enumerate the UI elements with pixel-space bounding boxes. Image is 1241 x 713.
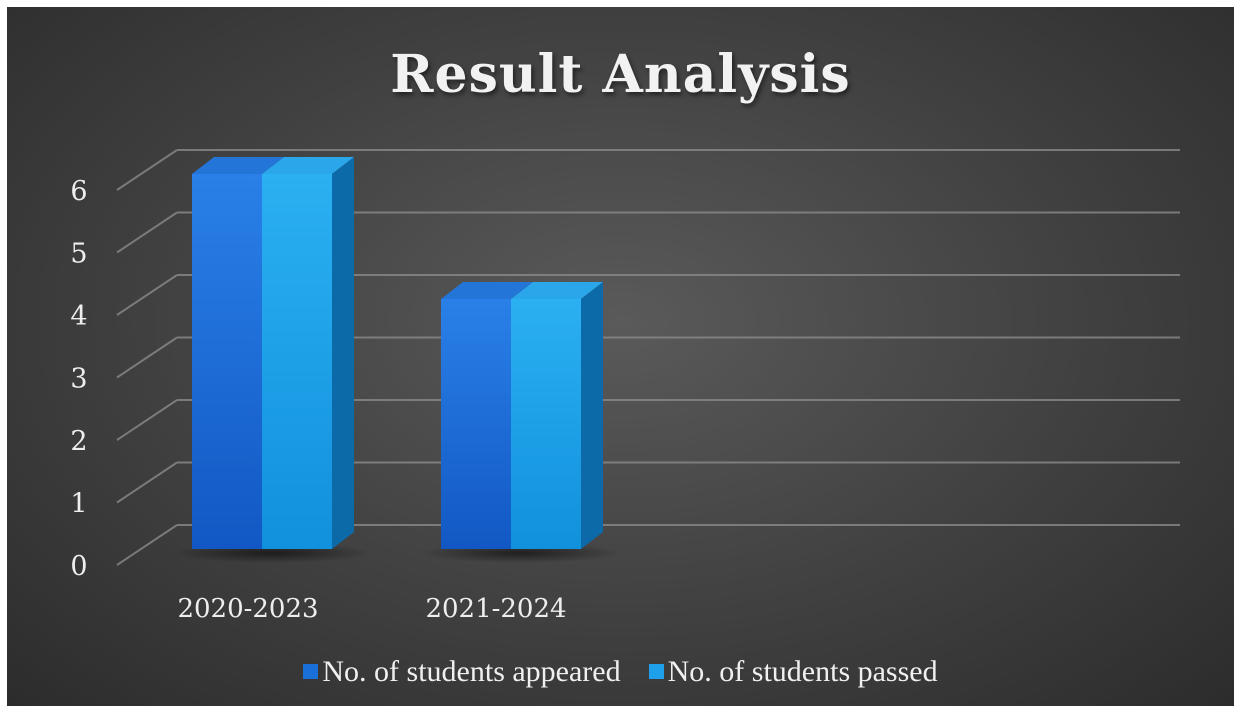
y-tick-label: 6	[70, 176, 87, 207]
chart-frame: Result Analysis 0 1 2 3 4 5 6 2020-2023 2021-20…	[7, 7, 1234, 706]
bars	[172, 157, 621, 563]
legend-item: No. of students appeared	[303, 654, 621, 689]
y-tick-label: 0	[70, 551, 87, 582]
bar-front	[511, 299, 581, 549]
legend-swatch	[648, 664, 664, 679]
y-tick-label: 2	[70, 426, 87, 457]
y-tick-label: 3	[70, 364, 87, 395]
bar-top	[262, 157, 354, 174]
legend-swatch	[303, 664, 319, 679]
x-tick-label: 2021-2024	[425, 594, 566, 624]
legend-label: No. of students passed	[667, 654, 938, 688]
bar-top	[192, 157, 284, 174]
chart-title: Result Analysis	[390, 44, 851, 105]
y-tick-label: 4	[70, 301, 87, 332]
gridline-diagonal	[116, 149, 178, 191]
chart-plot: 0 1 2 3 4 5 6 2020-2023 2021-2024	[70, 149, 1180, 624]
x-tick-label: 2020-2023	[177, 594, 318, 624]
bar-top	[511, 282, 603, 299]
gridline-diagonal	[116, 524, 178, 566]
gridline-diagonal	[116, 336, 178, 379]
x-axis-ticks: 2020-2023 2021-2024	[177, 594, 566, 624]
bar-front	[262, 174, 332, 549]
bar-front	[441, 299, 511, 549]
bar-2020-2023-passed	[262, 157, 354, 549]
y-axis-ticks: 0 1 2 3 4 5 6	[70, 176, 87, 582]
gridline-diagonal	[116, 461, 178, 504]
gridline-diagonal	[116, 399, 178, 441]
bar-side	[332, 157, 354, 549]
legend: No. of students appeared No. of students …	[7, 653, 1234, 689]
gridline-diagonal	[116, 274, 178, 316]
y-tick-label: 5	[70, 239, 87, 270]
bar-top	[441, 282, 533, 299]
bar-side	[581, 282, 603, 549]
bar-2021-2024-passed	[511, 282, 603, 549]
legend-label: No. of students appeared	[322, 654, 621, 688]
bar-2021-2024-appeared	[441, 282, 533, 549]
y-tick-label: 1	[70, 489, 87, 520]
legend-item: No. of students passed	[648, 654, 938, 689]
bar-2020-2023-appeared	[192, 157, 284, 549]
bar-front	[192, 174, 262, 549]
gridline-diagonal	[116, 211, 178, 254]
